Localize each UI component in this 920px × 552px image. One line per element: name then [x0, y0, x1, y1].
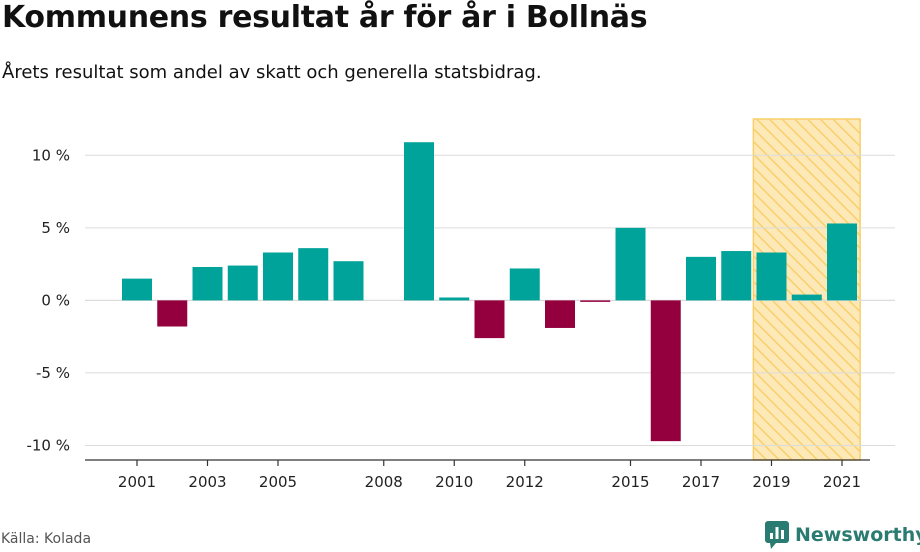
newsworthy-logo-icon — [765, 521, 789, 549]
bar — [615, 227, 646, 301]
bar — [439, 297, 470, 301]
y-tick-label: 5 % — [41, 219, 70, 237]
x-tick-label: 2008 — [365, 473, 403, 491]
bar — [122, 278, 152, 301]
bar — [192, 267, 223, 301]
newsworthy-logo: Newsworthy — [765, 520, 920, 550]
x-tick-label: 2005 — [259, 473, 297, 491]
x-tick-label: 2019 — [752, 473, 790, 491]
source-label: Källa: Kolada — [1, 531, 92, 547]
bar — [545, 300, 575, 328]
bar — [686, 256, 716, 301]
chart-subtitle: Årets resultat som andel av skatt och ge… — [2, 62, 542, 83]
bar — [157, 300, 188, 327]
bar — [404, 142, 434, 301]
bar — [333, 261, 364, 301]
bar — [791, 294, 822, 301]
bar — [227, 265, 258, 301]
x-tick-label: 2010 — [435, 473, 473, 491]
x-tick-label: 2017 — [682, 473, 720, 491]
x-tick-label: 2003 — [188, 473, 226, 491]
chart-title: Kommunens resultat år för år i Bollnäs — [2, 0, 648, 35]
x-tick-label: 2021 — [823, 473, 861, 491]
bar — [827, 223, 857, 301]
bar — [474, 300, 505, 339]
bar — [650, 300, 681, 442]
bar — [263, 252, 293, 301]
bar — [580, 300, 611, 302]
logo-text: Newsworthy — [795, 524, 920, 546]
y-tick-label: 0 % — [41, 291, 70, 309]
bar — [721, 251, 752, 301]
x-tick-label: 2001 — [118, 473, 156, 491]
bar — [298, 248, 329, 301]
y-tick-label: 10 % — [32, 146, 70, 164]
bar — [756, 252, 787, 301]
y-tick-label: -5 % — [36, 364, 70, 382]
bar — [509, 268, 540, 301]
x-tick-label: 2012 — [506, 473, 544, 491]
x-tick-label: 2015 — [611, 473, 649, 491]
y-tick-label: -10 % — [26, 436, 70, 454]
